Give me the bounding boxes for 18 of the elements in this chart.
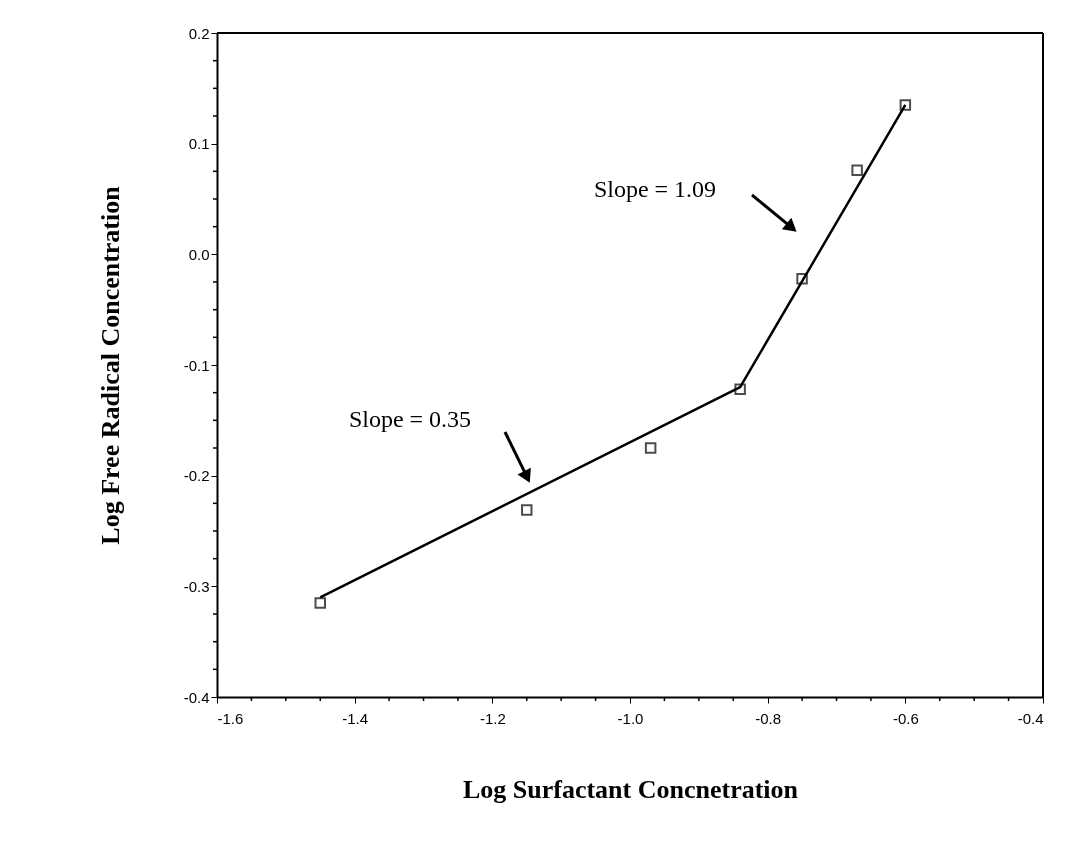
x-axis-title: Log Surfactant Concnetration — [462, 774, 799, 804]
y-tick-label: 0.0 — [188, 245, 210, 263]
annotation: Slope = 0.35 — [348, 406, 472, 432]
x-tick-label: -1.6 — [217, 709, 244, 727]
y-tick-label: 0.1 — [188, 135, 210, 153]
x-tick-label: -0.8 — [755, 709, 782, 727]
x-tick-label: -1.4 — [342, 709, 369, 727]
x-tick-label: -0.6 — [892, 709, 919, 727]
y-axis-title: Log Free Radical Concentration — [95, 185, 125, 545]
x-tick-label: -0.4 — [1017, 709, 1044, 727]
annotation: Slope = 1.09 — [593, 176, 717, 202]
y-tick-label: -0.4 — [183, 688, 210, 706]
y-tick-label: -0.2 — [183, 467, 210, 485]
y-tick-label: 0.2 — [188, 24, 210, 42]
y-tick-label: -0.3 — [183, 577, 210, 595]
x-tick-label: -1.2 — [479, 709, 506, 727]
y-tick-label: -0.1 — [183, 356, 210, 374]
x-tick-label: -1.0 — [617, 709, 644, 727]
